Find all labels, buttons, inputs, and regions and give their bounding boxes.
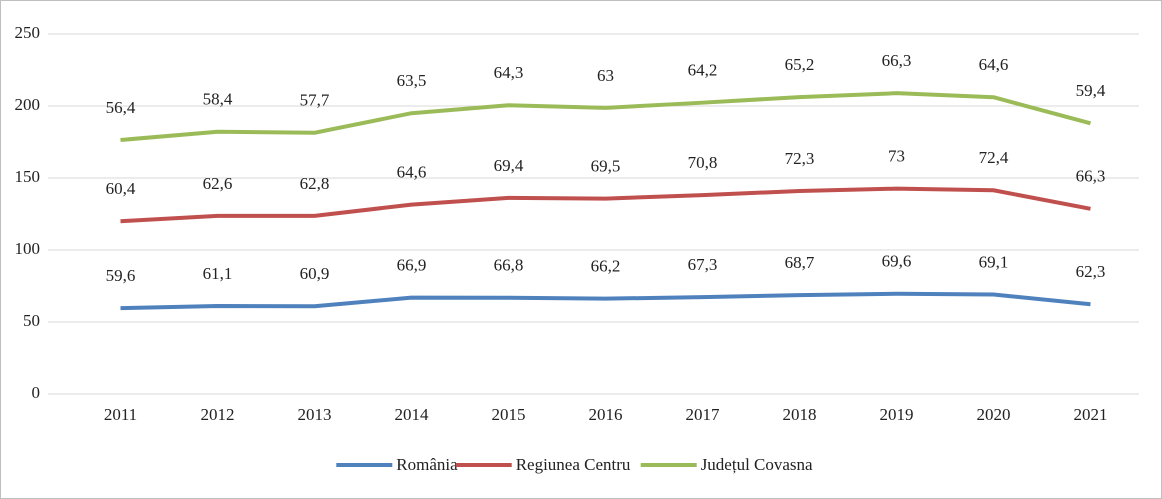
data-label: 69,4 bbox=[494, 156, 524, 175]
x-tick-label: 2016 bbox=[589, 405, 623, 424]
data-label: 64,2 bbox=[688, 61, 718, 80]
data-label: 66,3 bbox=[1076, 167, 1106, 186]
series-line bbox=[120, 291, 1091, 311]
data-label: 72,3 bbox=[785, 149, 815, 168]
x-tick-label: 2019 bbox=[880, 405, 914, 424]
x-tick-label: 2021 bbox=[1074, 405, 1108, 424]
data-label: 63 bbox=[597, 66, 614, 85]
series-line bbox=[120, 91, 1092, 142]
x-tick-label: 2014 bbox=[395, 405, 430, 424]
y-tick-label: 250 bbox=[15, 23, 41, 42]
series-line bbox=[120, 186, 1091, 224]
data-label: 69,6 bbox=[882, 252, 912, 271]
legend-label: Regiunea Centru bbox=[516, 455, 631, 474]
data-label: 66,3 bbox=[882, 51, 912, 70]
y-tick-label: 0 bbox=[32, 383, 41, 402]
data-label: 69,5 bbox=[591, 156, 621, 175]
x-tick-label: 2018 bbox=[783, 405, 817, 424]
y-tick-label: 150 bbox=[15, 167, 41, 186]
x-tick-label: 2012 bbox=[201, 405, 235, 424]
legend-label: România bbox=[396, 455, 458, 474]
data-label: 58,4 bbox=[203, 90, 233, 109]
y-tick-label: 200 bbox=[15, 95, 41, 114]
data-label: 73 bbox=[888, 147, 905, 166]
y-tick-label: 50 bbox=[23, 311, 40, 330]
x-tick-label: 2020 bbox=[977, 405, 1011, 424]
data-label: 67,3 bbox=[688, 255, 718, 274]
data-label: 63,5 bbox=[397, 71, 427, 90]
y-tick-label: 100 bbox=[15, 239, 41, 258]
x-tick-label: 2017 bbox=[686, 405, 721, 424]
data-label: 59,4 bbox=[1076, 81, 1106, 100]
x-tick-label: 2013 bbox=[298, 405, 332, 424]
data-label: 68,7 bbox=[785, 253, 815, 272]
legend-label: Județul Covasna bbox=[701, 455, 813, 474]
data-label: 66,8 bbox=[494, 256, 524, 275]
x-tick-label: 2015 bbox=[492, 405, 526, 424]
data-label: 64,3 bbox=[494, 63, 524, 82]
x-tick-label: 2011 bbox=[104, 405, 137, 424]
data-label: 62,6 bbox=[203, 174, 233, 193]
data-label: 64,6 bbox=[397, 163, 427, 182]
data-label: 66,2 bbox=[591, 257, 621, 276]
data-label: 69,1 bbox=[979, 252, 1009, 271]
data-label: 60,9 bbox=[300, 264, 330, 283]
data-label: 61,1 bbox=[203, 264, 233, 283]
data-label: 62,3 bbox=[1076, 262, 1106, 281]
data-label: 64,6 bbox=[979, 55, 1009, 74]
data-label: 62,8 bbox=[300, 174, 330, 193]
data-label: 56,4 bbox=[106, 98, 136, 117]
data-label: 72,4 bbox=[979, 148, 1009, 167]
data-label: 65,2 bbox=[785, 55, 815, 74]
data-label: 70,8 bbox=[688, 153, 718, 172]
data-label: 66,9 bbox=[397, 256, 427, 275]
data-label: 60,4 bbox=[106, 179, 136, 198]
data-label: 57,7 bbox=[300, 91, 330, 110]
data-label: 59,6 bbox=[106, 266, 136, 285]
